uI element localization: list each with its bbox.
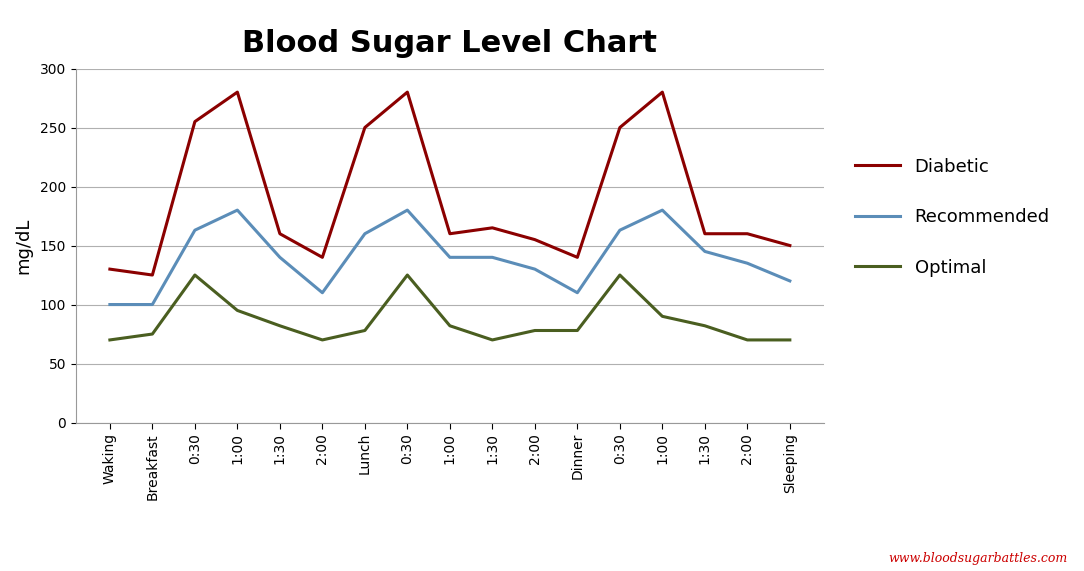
Optimal bbox=[486, 336, 499, 343]
Recommended bbox=[698, 248, 711, 255]
Diabetic bbox=[571, 254, 584, 261]
Recommended bbox=[315, 289, 328, 296]
Legend: Diabetic, Recommended, Optimal: Diabetic, Recommended, Optimal bbox=[848, 151, 1057, 284]
Optimal bbox=[528, 327, 541, 334]
Recommended bbox=[189, 227, 202, 234]
Optimal bbox=[231, 307, 244, 314]
Recommended bbox=[273, 254, 286, 261]
Optimal bbox=[784, 336, 797, 343]
Optimal bbox=[740, 336, 753, 343]
Recommended bbox=[359, 230, 372, 237]
Line: Optimal: Optimal bbox=[109, 275, 790, 340]
Diabetic bbox=[614, 124, 627, 131]
Optimal bbox=[614, 272, 627, 279]
Diabetic bbox=[359, 124, 372, 131]
Optimal bbox=[189, 272, 202, 279]
Diabetic bbox=[401, 89, 414, 95]
Optimal bbox=[443, 323, 456, 329]
Recommended bbox=[146, 301, 159, 308]
Text: www.bloodsugarbattles.com: www.bloodsugarbattles.com bbox=[889, 552, 1068, 565]
Recommended bbox=[401, 207, 414, 214]
Line: Diabetic: Diabetic bbox=[109, 92, 790, 275]
Diabetic bbox=[656, 89, 669, 95]
Recommended bbox=[231, 207, 244, 214]
Line: Recommended: Recommended bbox=[109, 210, 790, 304]
Optimal bbox=[359, 327, 372, 334]
Diabetic bbox=[273, 230, 286, 237]
Recommended bbox=[614, 227, 627, 234]
Y-axis label: mg/dL: mg/dL bbox=[15, 218, 33, 274]
Diabetic bbox=[486, 224, 499, 231]
Title: Blood Sugar Level Chart: Blood Sugar Level Chart bbox=[243, 29, 657, 58]
Diabetic bbox=[189, 118, 202, 125]
Optimal bbox=[103, 336, 116, 343]
Optimal bbox=[315, 336, 328, 343]
Diabetic bbox=[146, 272, 159, 279]
Recommended bbox=[443, 254, 456, 261]
Optimal bbox=[698, 323, 711, 329]
Diabetic bbox=[698, 230, 711, 237]
Optimal bbox=[273, 323, 286, 329]
Recommended bbox=[486, 254, 499, 261]
Diabetic bbox=[443, 230, 456, 237]
Recommended bbox=[656, 207, 669, 214]
Diabetic bbox=[103, 266, 116, 272]
Diabetic bbox=[231, 89, 244, 95]
Diabetic bbox=[315, 254, 328, 261]
Optimal bbox=[146, 331, 159, 337]
Recommended bbox=[784, 278, 797, 284]
Optimal bbox=[571, 327, 584, 334]
Diabetic bbox=[784, 242, 797, 249]
Recommended bbox=[528, 266, 541, 272]
Diabetic bbox=[528, 236, 541, 243]
Recommended bbox=[740, 260, 753, 267]
Recommended bbox=[571, 289, 584, 296]
Diabetic bbox=[740, 230, 753, 237]
Optimal bbox=[656, 313, 669, 320]
Recommended bbox=[103, 301, 116, 308]
Optimal bbox=[401, 272, 414, 279]
